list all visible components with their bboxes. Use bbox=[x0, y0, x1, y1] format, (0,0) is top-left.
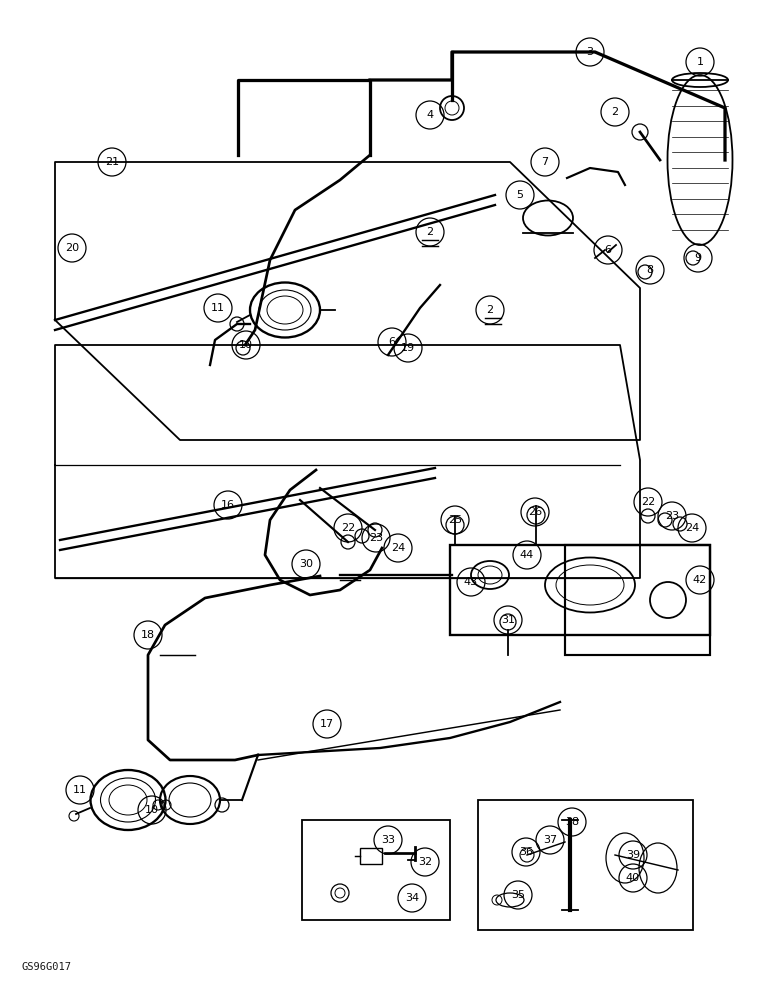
Text: 6: 6 bbox=[604, 245, 611, 255]
Text: 24: 24 bbox=[391, 543, 405, 553]
Text: 25: 25 bbox=[448, 515, 462, 525]
Text: 16: 16 bbox=[221, 500, 235, 510]
Text: 22: 22 bbox=[641, 497, 655, 507]
Text: 9: 9 bbox=[695, 253, 702, 263]
Text: 7: 7 bbox=[541, 157, 549, 167]
Text: 4: 4 bbox=[426, 110, 434, 120]
Text: 10: 10 bbox=[239, 340, 253, 350]
Text: 30: 30 bbox=[299, 559, 313, 569]
Text: 43: 43 bbox=[464, 577, 478, 587]
Text: 37: 37 bbox=[543, 835, 557, 845]
Text: 23: 23 bbox=[665, 511, 679, 521]
Text: 31: 31 bbox=[501, 615, 515, 625]
Text: 6: 6 bbox=[388, 337, 395, 347]
Text: 21: 21 bbox=[105, 157, 119, 167]
Text: 10: 10 bbox=[145, 805, 159, 815]
Text: 24: 24 bbox=[685, 523, 699, 533]
Text: 44: 44 bbox=[520, 550, 534, 560]
Bar bbox=[565, 545, 710, 655]
Text: 2: 2 bbox=[611, 107, 618, 117]
Text: 20: 20 bbox=[65, 243, 79, 253]
Text: 34: 34 bbox=[405, 893, 419, 903]
Bar bbox=[302, 820, 450, 920]
Text: 32: 32 bbox=[418, 857, 432, 867]
Text: 42: 42 bbox=[693, 575, 707, 585]
Bar bbox=[478, 800, 693, 930]
Text: 17: 17 bbox=[320, 719, 334, 729]
Bar bbox=[450, 545, 710, 635]
Text: 11: 11 bbox=[73, 785, 87, 795]
Text: 38: 38 bbox=[565, 817, 579, 827]
Text: 5: 5 bbox=[516, 190, 523, 200]
Text: 40: 40 bbox=[626, 873, 640, 883]
Text: 33: 33 bbox=[381, 835, 395, 845]
Bar bbox=[360, 848, 382, 864]
Text: 22: 22 bbox=[341, 523, 355, 533]
Text: 36: 36 bbox=[519, 847, 533, 857]
Text: 3: 3 bbox=[587, 47, 594, 57]
Text: 18: 18 bbox=[141, 630, 155, 640]
Text: 1: 1 bbox=[696, 57, 703, 67]
Text: 26: 26 bbox=[528, 507, 542, 517]
Text: 39: 39 bbox=[626, 850, 640, 860]
Text: 23: 23 bbox=[369, 533, 383, 543]
Text: 19: 19 bbox=[401, 343, 415, 353]
Text: 11: 11 bbox=[211, 303, 225, 313]
Text: 2: 2 bbox=[486, 305, 493, 315]
Text: 35: 35 bbox=[511, 890, 525, 900]
Text: 2: 2 bbox=[426, 227, 434, 237]
Text: GS96G017: GS96G017 bbox=[22, 962, 72, 972]
Text: 8: 8 bbox=[646, 265, 654, 275]
